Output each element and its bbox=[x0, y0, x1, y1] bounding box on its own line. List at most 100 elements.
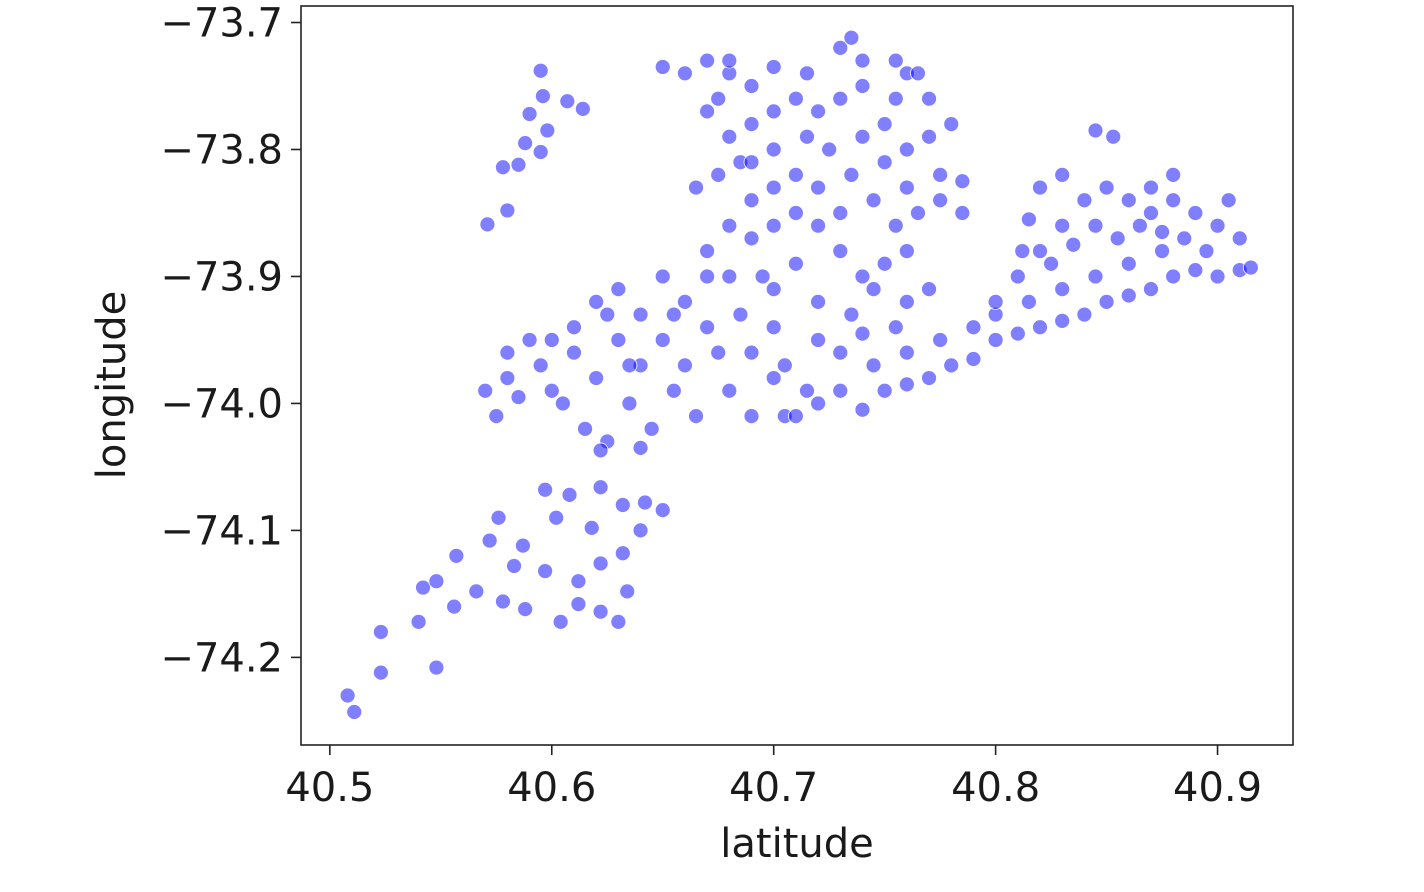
scatter-point bbox=[677, 357, 693, 374]
scatter-point bbox=[495, 159, 511, 176]
scatter-point bbox=[372, 664, 389, 681]
scatter-point bbox=[592, 555, 609, 572]
scatter-point bbox=[810, 293, 826, 310]
scatter-point bbox=[810, 179, 826, 196]
scatter-point bbox=[621, 357, 638, 374]
scatter-point bbox=[843, 306, 860, 323]
scatter-point bbox=[865, 281, 882, 298]
scatter-point bbox=[721, 382, 738, 399]
scatter-point bbox=[1165, 268, 1182, 285]
scatter-point bbox=[1209, 217, 1226, 234]
scatter-point bbox=[721, 217, 738, 234]
scatter-point bbox=[832, 90, 849, 107]
scatter-point bbox=[765, 281, 782, 298]
scatter-point bbox=[910, 65, 926, 82]
scatter-point bbox=[1143, 179, 1159, 196]
scatter-point bbox=[552, 613, 569, 630]
points-layer bbox=[339, 29, 1259, 720]
scatter-point bbox=[632, 439, 649, 456]
scatter-point bbox=[548, 509, 565, 526]
scatter-point bbox=[987, 332, 1004, 348]
scatter-point bbox=[810, 332, 826, 348]
scatter-point bbox=[339, 687, 356, 704]
scatter-point bbox=[965, 351, 982, 367]
scatter-point bbox=[699, 103, 716, 120]
scatter-point bbox=[1154, 224, 1170, 240]
scatter-point bbox=[876, 116, 893, 132]
scatter-point bbox=[521, 332, 538, 348]
scatter-point bbox=[1143, 281, 1159, 298]
scatter-point bbox=[1143, 205, 1159, 221]
scatter-point bbox=[865, 357, 882, 374]
scatter-point bbox=[574, 100, 591, 117]
scatter-point bbox=[610, 281, 627, 298]
scatter-point bbox=[532, 144, 549, 160]
scatter-point bbox=[543, 332, 560, 348]
scatter-point bbox=[481, 532, 498, 549]
scatter-point bbox=[898, 376, 915, 393]
scatter-point bbox=[965, 319, 982, 336]
scatter-point bbox=[654, 332, 671, 348]
scatter-point bbox=[506, 558, 522, 574]
x-tick-label: 40.8 bbox=[951, 765, 1040, 811]
scatter-point bbox=[854, 52, 871, 69]
x-tick-label: 40.5 bbox=[285, 765, 374, 811]
scatter-point bbox=[787, 255, 804, 272]
scatter-point bbox=[732, 306, 749, 323]
x-axis-label: latitude bbox=[720, 821, 873, 867]
scatter-point bbox=[710, 344, 727, 361]
scatter-point bbox=[665, 306, 682, 323]
scatter-point bbox=[654, 59, 671, 75]
scatter-point bbox=[1176, 230, 1193, 247]
scatter-point bbox=[832, 40, 849, 56]
scatter-point bbox=[566, 319, 582, 336]
scatter-point bbox=[743, 230, 760, 247]
scatter-point bbox=[810, 395, 826, 412]
scatter-point bbox=[1021, 211, 1037, 228]
scatter-point bbox=[614, 497, 631, 513]
scatter-point bbox=[865, 192, 882, 209]
scatter-point bbox=[743, 408, 760, 425]
scatter-point bbox=[643, 420, 660, 437]
scatter-point bbox=[488, 408, 505, 425]
scatter-point bbox=[632, 522, 649, 539]
scatter-point bbox=[898, 293, 915, 310]
scatter-point bbox=[799, 382, 815, 399]
scatter-point bbox=[637, 494, 653, 511]
scatter-point bbox=[588, 293, 605, 310]
scatter-point bbox=[876, 255, 893, 272]
scatter-point bbox=[887, 52, 904, 69]
scatter-point bbox=[1087, 217, 1104, 234]
scatter-point bbox=[410, 613, 427, 630]
scatter-point bbox=[677, 65, 693, 82]
scatter-point bbox=[570, 596, 587, 612]
scatter-point bbox=[479, 216, 496, 233]
scatter-point bbox=[721, 52, 738, 69]
scatter-point bbox=[1131, 217, 1148, 234]
scatter-point bbox=[632, 306, 649, 323]
scatter-point bbox=[554, 395, 571, 412]
scatter-point bbox=[448, 547, 465, 564]
scatter-point bbox=[583, 519, 600, 536]
scatter-point bbox=[561, 486, 578, 503]
scatter-point bbox=[932, 166, 949, 183]
scatter-point bbox=[699, 52, 716, 69]
scatter-point bbox=[515, 537, 531, 554]
scatter-point bbox=[832, 243, 849, 259]
scatter-point bbox=[510, 389, 527, 405]
scatter-point bbox=[559, 93, 576, 110]
scatter-point bbox=[710, 166, 727, 183]
scatter-point bbox=[428, 573, 445, 590]
scatter-point bbox=[477, 382, 494, 399]
scatter-point bbox=[543, 382, 560, 399]
scatter-point bbox=[910, 205, 926, 221]
scatter-point bbox=[921, 128, 937, 145]
scatter-point bbox=[1231, 230, 1248, 247]
scatter-point bbox=[743, 344, 760, 361]
scatter-point bbox=[843, 166, 860, 183]
scatter-point bbox=[787, 205, 804, 221]
scatter-point bbox=[1198, 243, 1215, 259]
scatter-point bbox=[614, 545, 631, 562]
scatter-point bbox=[566, 344, 582, 361]
scatter-point bbox=[654, 268, 671, 285]
